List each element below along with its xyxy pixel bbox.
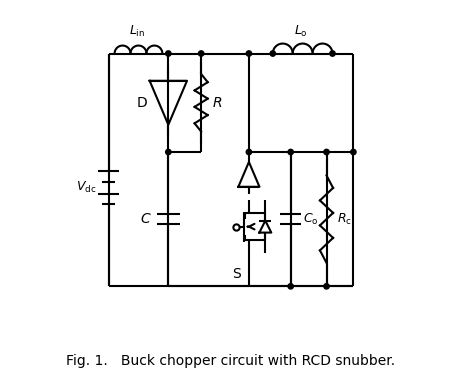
Text: $C_\mathrm{o}$: $C_\mathrm{o}$ <box>303 212 319 227</box>
Text: $R_\mathrm{c}$: $R_\mathrm{c}$ <box>337 212 352 227</box>
Text: $C$: $C$ <box>140 212 152 226</box>
Text: D: D <box>137 96 147 110</box>
Circle shape <box>330 51 335 56</box>
Circle shape <box>246 51 252 56</box>
Circle shape <box>270 51 275 56</box>
Text: $R$: $R$ <box>212 96 222 110</box>
Text: $L_\mathrm{o}$: $L_\mathrm{o}$ <box>294 24 308 39</box>
Text: $L_\mathrm{in}$: $L_\mathrm{in}$ <box>129 24 145 39</box>
Text: S: S <box>232 267 241 281</box>
Circle shape <box>324 284 329 289</box>
Circle shape <box>351 149 356 155</box>
Circle shape <box>324 149 329 155</box>
Circle shape <box>166 51 171 56</box>
Circle shape <box>199 51 204 56</box>
Text: Fig. 1.   Buck chopper circuit with RCD snubber.: Fig. 1. Buck chopper circuit with RCD sn… <box>67 354 395 368</box>
Circle shape <box>288 149 293 155</box>
Circle shape <box>166 149 171 155</box>
Circle shape <box>288 284 293 289</box>
Circle shape <box>246 149 252 155</box>
Text: $V_\mathrm{dc}$: $V_\mathrm{dc}$ <box>76 180 97 195</box>
